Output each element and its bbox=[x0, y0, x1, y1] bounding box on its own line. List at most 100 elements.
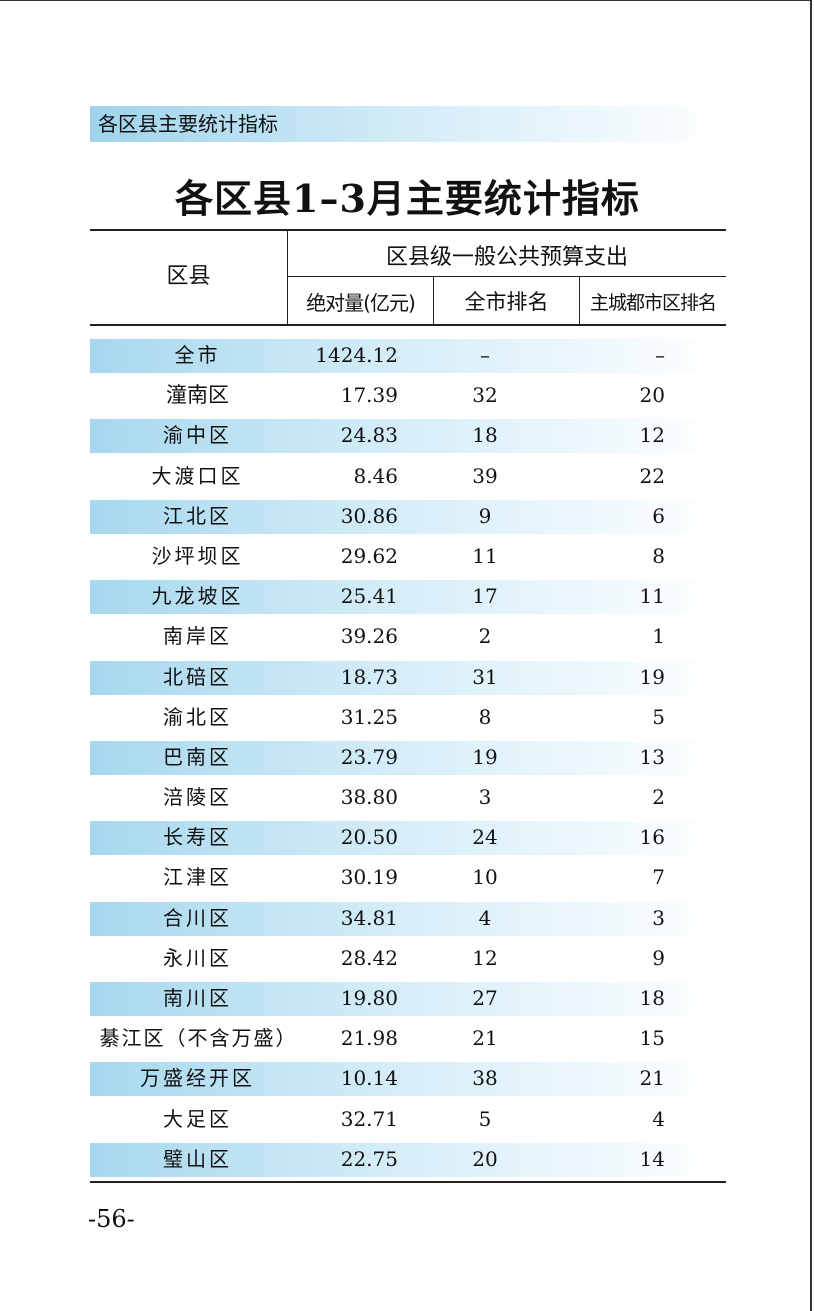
absolute-value: 19.80 bbox=[340, 986, 398, 1010]
header-district: 区县 bbox=[166, 264, 211, 289]
city-rank: 5 bbox=[478, 1106, 492, 1131]
table-row: 江津区 30.19 10 7 bbox=[90, 859, 726, 899]
main-city-rank: 14 bbox=[639, 1146, 665, 1171]
table-row: 綦江区（不含万盛） 21.98 21 15 bbox=[90, 1020, 726, 1060]
city-rank: 9 bbox=[478, 503, 492, 528]
city-rank: 20 bbox=[472, 1146, 498, 1171]
absolute-value: 22.75 bbox=[340, 1146, 398, 1171]
table-row: 九龙坡区 25.41 17 11 bbox=[90, 578, 726, 618]
table-row: 大足区 32.71 5 4 bbox=[90, 1101, 726, 1141]
city-rank: 32 bbox=[472, 383, 498, 408]
city-rank: 38 bbox=[472, 1066, 498, 1091]
city-rank: 39 bbox=[472, 463, 498, 488]
main-city-rank: 11 bbox=[639, 584, 665, 609]
header-divider-city-rank bbox=[579, 277, 580, 325]
table-row: 渝北区 31.25 8 5 bbox=[90, 699, 726, 739]
city-rank: 2 bbox=[478, 624, 492, 649]
absolute-value: 31.25 bbox=[340, 704, 398, 729]
main-city-rank: 7 bbox=[652, 865, 665, 890]
main-city-rank: 1 bbox=[652, 624, 665, 649]
main-city-rank: 12 bbox=[639, 423, 665, 448]
main-city-rank: 9 bbox=[652, 945, 665, 970]
city-rank: 19 bbox=[472, 744, 498, 769]
district-name: 渝中区 bbox=[163, 423, 232, 448]
district-name: 长寿区 bbox=[163, 825, 232, 850]
table-row: 璧山区 22.75 20 14 bbox=[90, 1141, 726, 1181]
city-rank: 10 bbox=[472, 865, 498, 890]
city-rank: 31 bbox=[472, 664, 498, 689]
table-row: 北碚区 18.73 31 19 bbox=[90, 659, 726, 699]
absolute-value: 29.62 bbox=[340, 543, 398, 568]
district-name: 綦江区（不含万盛） bbox=[99, 1026, 298, 1051]
table-row: 长寿区 20.50 24 16 bbox=[90, 819, 726, 859]
absolute-value: 39.26 bbox=[340, 624, 398, 649]
city-rank: 18 bbox=[472, 423, 498, 448]
district-name: 沙坪坝区 bbox=[151, 543, 244, 568]
header-absolute: 绝对量(亿元) bbox=[306, 291, 416, 315]
page-number: -56- bbox=[88, 1205, 135, 1233]
main-city-rank: 18 bbox=[639, 986, 665, 1010]
main-city-rank: 5 bbox=[652, 704, 665, 729]
district-name: 潼南区 bbox=[166, 383, 229, 408]
header-divider-district bbox=[287, 231, 288, 325]
table-row: 潼南区 17.39 32 20 bbox=[90, 377, 726, 417]
main-city-rank: 8 bbox=[652, 543, 665, 568]
main-city-rank: 4 bbox=[652, 1106, 665, 1131]
absolute-value: 10.14 bbox=[340, 1066, 398, 1091]
district-name: 万盛经开区 bbox=[140, 1066, 255, 1091]
absolute-value: 21.98 bbox=[340, 1026, 398, 1051]
main-city-rank: 22 bbox=[639, 463, 665, 488]
district-name: 南川区 bbox=[163, 986, 232, 1010]
table-bottom-rule bbox=[90, 1181, 726, 1183]
main-city-rank: 19 bbox=[639, 664, 665, 689]
table-row: 江北区 30.86 9 6 bbox=[90, 498, 726, 538]
absolute-value: 30.19 bbox=[340, 865, 398, 890]
header-divider-absolute bbox=[433, 277, 434, 325]
table-header-bottom-rule bbox=[90, 324, 726, 326]
city-rank: 27 bbox=[472, 986, 498, 1010]
page-title: 各区县1–3月主要统计指标 bbox=[175, 176, 640, 221]
main-city-rank: – bbox=[655, 343, 665, 367]
table-row: 南岸区 39.26 2 1 bbox=[90, 618, 726, 658]
city-rank: 21 bbox=[472, 1026, 498, 1051]
district-name: 永川区 bbox=[163, 945, 232, 970]
city-rank: 4 bbox=[478, 905, 492, 930]
absolute-value: 24.83 bbox=[340, 423, 398, 448]
header-budget-group: 区县级一般公共预算支出 bbox=[385, 245, 628, 270]
absolute-value: 34.81 bbox=[340, 905, 398, 930]
absolute-value: 8.46 bbox=[353, 463, 398, 488]
section-header-band: 各区县主要统计指标 bbox=[90, 106, 725, 142]
header-main-city-rank: 主城都市区排名 bbox=[589, 292, 717, 314]
main-city-rank: 13 bbox=[639, 744, 665, 769]
district-name: 大渡口区 bbox=[151, 463, 244, 488]
main-city-rank: 16 bbox=[639, 825, 665, 850]
table-row: 南川区 19.80 27 18 bbox=[90, 980, 726, 1020]
header-divider-group bbox=[288, 276, 726, 277]
table-row: 渝中区 24.83 18 12 bbox=[90, 417, 726, 457]
table-row: 永川区 28.42 12 9 bbox=[90, 940, 726, 980]
section-label: 各区县主要统计指标 bbox=[98, 112, 278, 136]
table-row: 合川区 34.81 4 3 bbox=[90, 900, 726, 940]
district-name: 渝北区 bbox=[163, 704, 232, 729]
absolute-value: 28.42 bbox=[340, 945, 398, 970]
main-city-rank: 20 bbox=[639, 383, 665, 408]
city-rank: 11 bbox=[472, 543, 498, 568]
district-name: 涪陵区 bbox=[163, 785, 232, 810]
city-rank: 24 bbox=[472, 825, 498, 850]
absolute-value: 20.50 bbox=[340, 825, 398, 850]
district-name: 北碚区 bbox=[163, 664, 232, 689]
district-name: 巴南区 bbox=[163, 744, 232, 769]
district-name: 江北区 bbox=[163, 503, 232, 528]
absolute-value: 1424.12 bbox=[315, 343, 398, 367]
district-name: 合川区 bbox=[163, 905, 232, 930]
city-rank: – bbox=[480, 343, 490, 367]
table-top-rule bbox=[90, 229, 726, 231]
absolute-value: 23.79 bbox=[340, 744, 398, 769]
absolute-value: 17.39 bbox=[340, 383, 398, 408]
district-name: 大足区 bbox=[163, 1106, 232, 1131]
table-row: 万盛经开区 10.14 38 21 bbox=[90, 1060, 726, 1100]
absolute-value: 38.80 bbox=[340, 785, 398, 810]
table-row: 全市 1424.12 – – bbox=[90, 337, 726, 377]
header-city-rank: 全市排名 bbox=[464, 290, 549, 314]
